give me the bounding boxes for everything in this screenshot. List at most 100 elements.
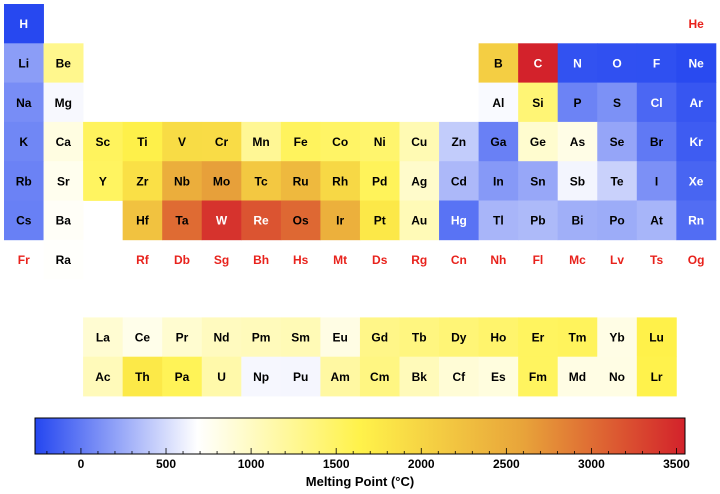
element-cell-fill	[280, 161, 321, 201]
element-symbol: Si	[532, 96, 543, 110]
element-symbol: Lu	[649, 331, 664, 345]
element-cell-fill	[43, 82, 84, 123]
element-cell-pd: Pd	[359, 161, 400, 201]
element-cell-fill	[439, 200, 479, 241]
element-cell-co: Co	[320, 121, 361, 162]
element-cell-fill	[43, 161, 84, 201]
element-cell-fill	[83, 356, 124, 397]
element-symbol: Nd	[214, 331, 230, 345]
element-symbol: Er	[532, 331, 545, 345]
colorbar-tick-label: 0	[78, 457, 85, 471]
element-cell-fill	[557, 200, 598, 241]
element-cell-fill	[241, 161, 282, 201]
element-cell-yb: Yb	[597, 317, 638, 358]
element-cell-ta: Ta	[162, 200, 203, 241]
element-cell-fill	[280, 121, 321, 162]
element-symbol: Rf	[136, 253, 150, 267]
colorbar-tick-label: 2000	[408, 457, 435, 471]
element-cell-fill	[201, 200, 242, 241]
element-cell-tb: Tb	[399, 317, 440, 358]
element-cell-mc: Mc	[569, 253, 586, 267]
element-cell-ds: Ds	[372, 253, 388, 267]
element-symbol: Rh	[332, 174, 348, 188]
colorbar-tick-label: 500	[156, 457, 176, 471]
element-cell-po: Po	[597, 200, 638, 241]
element-cell-h: H	[4, 4, 44, 44]
element-symbol: Lr	[651, 370, 663, 384]
element-symbol: Ru	[293, 174, 309, 188]
element-cell-nh: Nh	[490, 253, 506, 267]
element-symbol: Tc	[255, 174, 268, 188]
element-cell-na: Na	[4, 82, 44, 123]
element-cell-u: U	[201, 356, 242, 397]
element-cell-rn: Rn	[676, 200, 717, 241]
element-cell-nb: Nb	[162, 161, 203, 201]
element-cell-v: V	[162, 121, 203, 162]
element-symbol: Sr	[57, 174, 70, 188]
element-cell-fill	[162, 161, 203, 201]
element-symbol: Au	[411, 214, 427, 228]
element-cell-es: Es	[478, 356, 519, 397]
element-cell-mo: Mo	[201, 161, 242, 201]
element-cell-zn: Zn	[439, 121, 479, 162]
element-cell-hf: Hf	[122, 200, 163, 241]
element-symbol: Ac	[95, 370, 111, 384]
element-symbol: Cl	[651, 96, 663, 110]
element-cell-rf: Rf	[136, 253, 150, 267]
element-symbol: Ce	[135, 331, 151, 345]
element-cell-mn: Mn	[241, 121, 282, 162]
element-symbol: K	[19, 135, 28, 149]
element-cell-c: C	[518, 43, 559, 83]
element-symbol: Be	[56, 56, 72, 70]
element-cell-fill	[43, 121, 84, 162]
element-symbol: Db	[174, 253, 190, 267]
colorbar-tick-label: 1000	[238, 457, 265, 471]
element-cell-md: Md	[557, 356, 598, 397]
element-cell-cn: Cn	[451, 253, 467, 267]
element-cell-fill	[557, 161, 598, 201]
element-cell-ca: Ca	[43, 121, 84, 162]
element-symbol: F	[653, 56, 660, 70]
element-cell-fill	[83, 161, 124, 201]
element-symbol: Pr	[176, 331, 189, 345]
element-cell-mt: Mt	[333, 253, 347, 267]
element-symbol: Ts	[650, 253, 663, 267]
element-cell-fill	[518, 161, 559, 201]
element-cell-xe: Xe	[676, 161, 717, 201]
element-cell-fill	[320, 161, 361, 201]
element-symbol: Pd	[372, 174, 387, 188]
element-cell-si: Si	[518, 82, 559, 123]
element-symbol: Hg	[451, 214, 467, 228]
element-symbol: Ta	[175, 214, 188, 228]
element-cell-fill	[597, 121, 638, 162]
element-cell-cl: Cl	[636, 82, 677, 123]
element-cell-fill	[359, 200, 400, 241]
element-cell-bh: Bh	[253, 253, 269, 267]
element-cell-ba: Ba	[43, 200, 84, 241]
element-cell-fill	[518, 82, 559, 123]
element-symbol: In	[493, 174, 504, 188]
element-symbol: U	[217, 370, 226, 384]
element-cell-fill	[241, 200, 282, 241]
colorbar: 0 500 1000 1500 2000 2500 3000 3500 Melting Poi…	[34, 417, 690, 489]
element-cell-lr: Lr	[636, 356, 677, 397]
element-cells: H He Li Be B C N O F Ne Na Mg Al Si P S Cl Ar K Ca Sc Ti V Cr Mn…	[4, 4, 717, 397]
element-cell-fill	[241, 356, 282, 397]
element-symbol: Po	[609, 214, 624, 228]
element-cell-eu: Eu	[320, 317, 361, 358]
element-symbol: Li	[18, 56, 29, 70]
element-symbol: Bk	[412, 370, 428, 384]
element-cell-he: He	[688, 17, 704, 31]
element-cell-am: Am	[320, 356, 361, 397]
element-cell-fill	[518, 317, 559, 358]
element-cell-tm: Tm	[557, 317, 598, 358]
element-symbol: Tm	[568, 331, 586, 345]
element-cell-pu: Pu	[280, 356, 321, 397]
element-symbol: Mo	[213, 174, 230, 188]
element-cell-fill	[478, 82, 519, 123]
element-cell-pt: Pt	[359, 200, 400, 241]
element-cell-fill	[4, 200, 44, 241]
element-symbol: Dy	[451, 331, 467, 345]
element-cell-fill	[359, 161, 400, 201]
colorbar-tick-label: 2500	[493, 457, 520, 471]
